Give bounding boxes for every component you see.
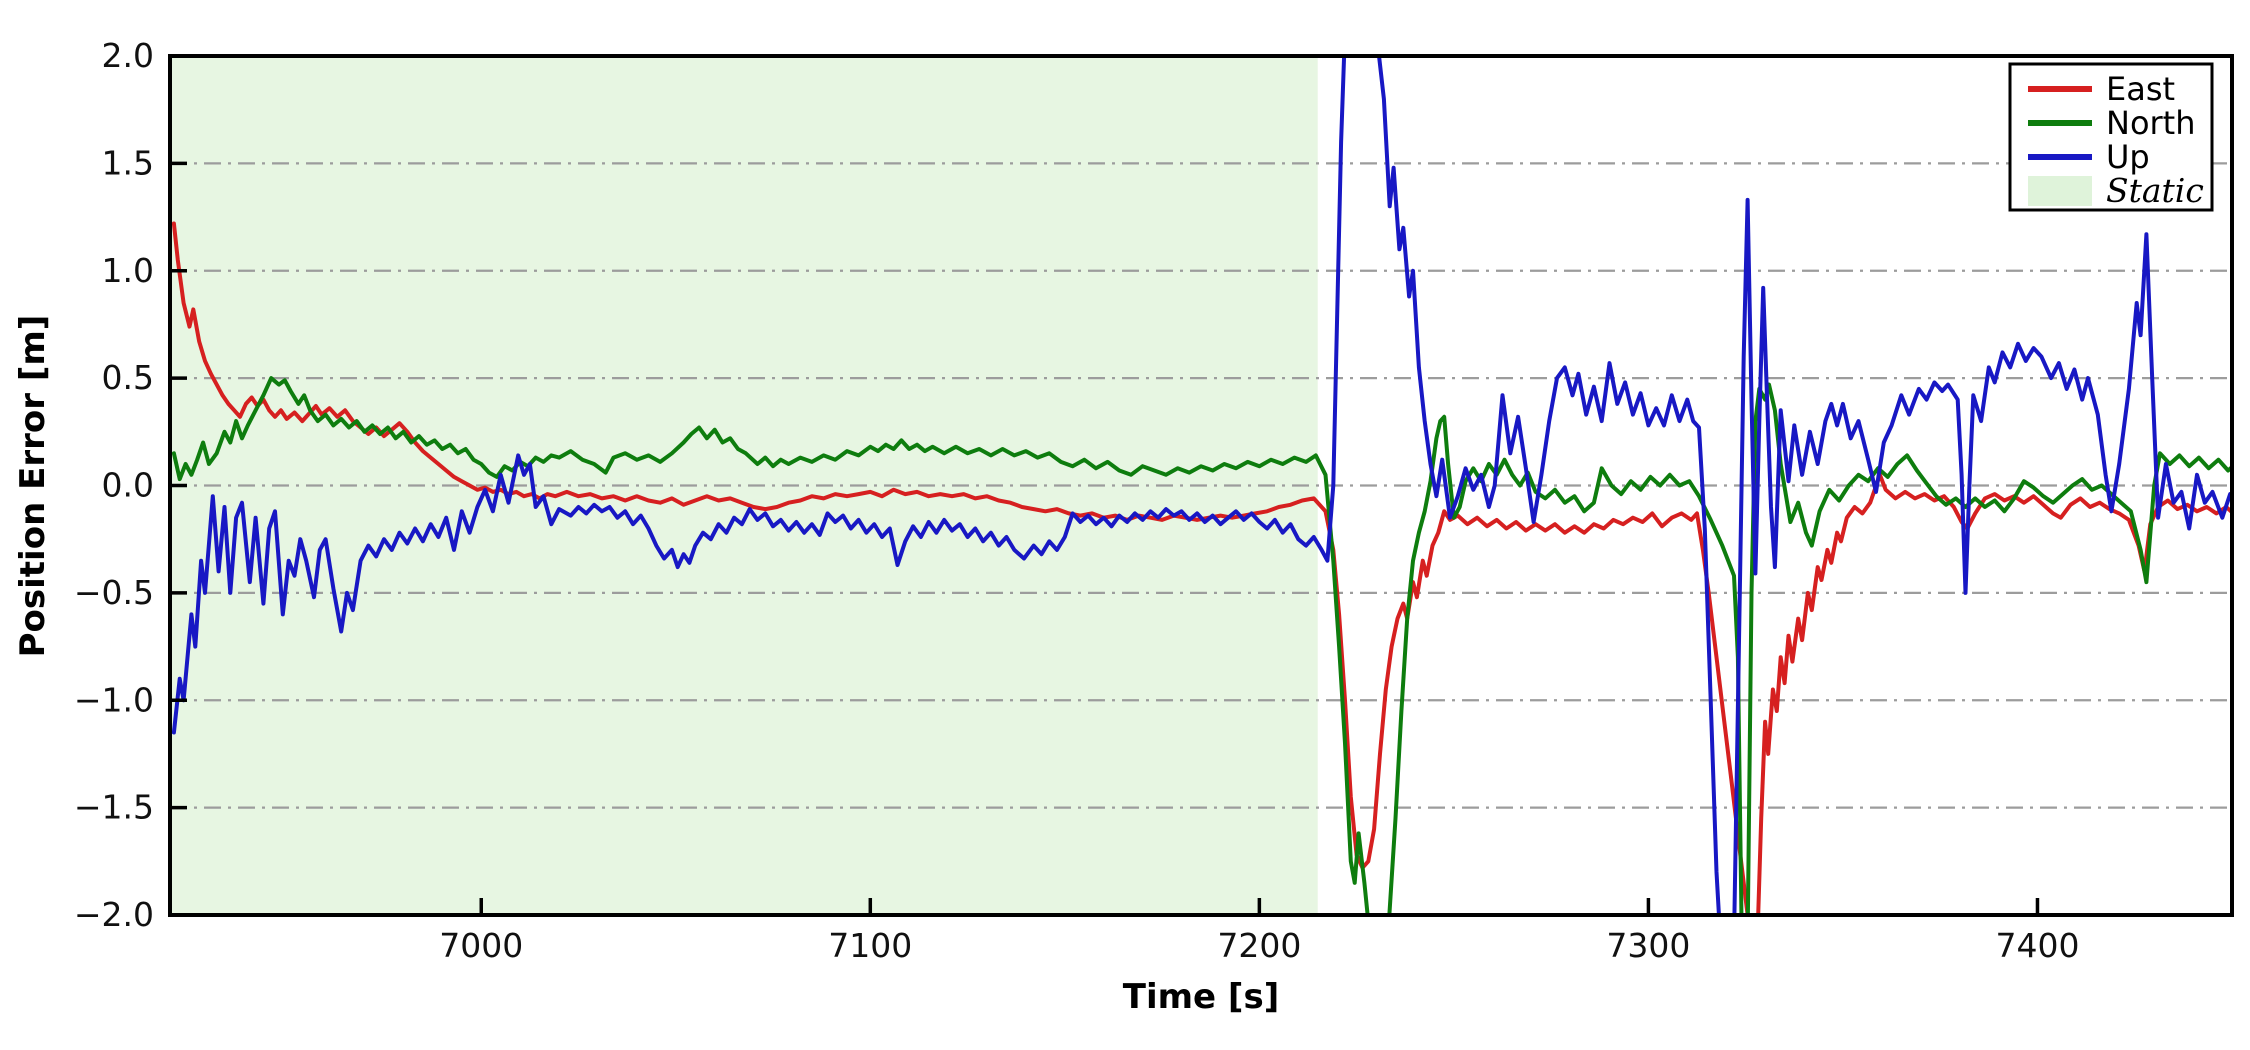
legend-label-east: East	[2106, 70, 2175, 108]
x-tick-label: 7300	[1606, 926, 1690, 965]
x-tick-label: 7400	[1995, 926, 2079, 965]
x-axis-title: Time [s]	[1123, 977, 1280, 1017]
y-tick-label: −2.0	[74, 895, 154, 934]
y-tick-label: −0.5	[74, 573, 154, 612]
series-up-line	[171, 56, 2232, 915]
y-tick-label: 0.5	[102, 358, 154, 397]
x-tick-label: 7000	[439, 926, 523, 965]
y-axis-title: Position Error [m]	[13, 315, 53, 658]
x-tick-label: 7200	[1217, 926, 1301, 965]
legend-label-up: Up	[2106, 138, 2150, 176]
y-tick-label: −1.5	[74, 788, 154, 827]
y-tick-label: 1.5	[102, 143, 154, 182]
x-tick-label: 7100	[828, 926, 912, 965]
series-group	[171, 56, 2232, 915]
y-tick-label: 2.0	[102, 36, 154, 75]
y-tick-label: −1.0	[74, 680, 154, 719]
y-tick-label: 1.0	[102, 251, 154, 290]
legend-label-static: Static	[2106, 171, 2204, 210]
y-tick-label: 0.0	[102, 466, 154, 505]
legend-swatch-static	[2028, 176, 2092, 206]
legend-label-north: North	[2106, 104, 2196, 142]
